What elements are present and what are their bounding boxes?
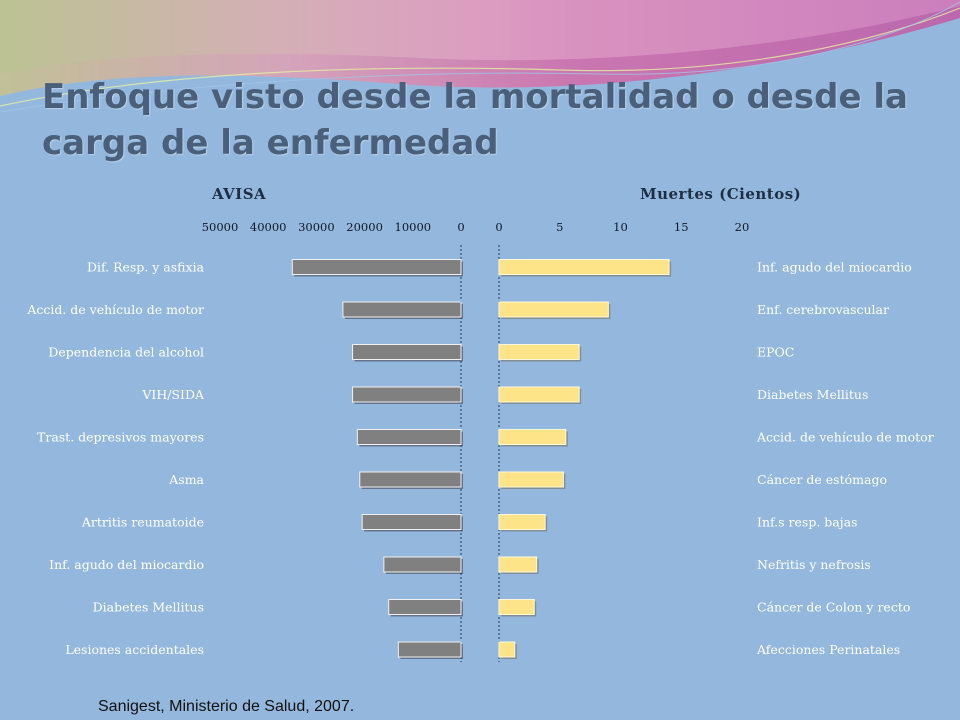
right-category-label: Nefritis y nefrosis [757,557,871,572]
right-tick-label: 0 [495,220,502,234]
right-category-label: Cáncer de Colon y recto [757,600,910,615]
left-category-label: Inf. agudo del miocardio [49,557,204,572]
left-bar [383,556,462,573]
left-category-label: Asma [168,472,204,487]
left-bar [397,641,462,658]
right-bar [498,641,516,658]
left-category-label: Diabetes Mellitus [93,600,204,615]
right-category-label: Enf. cerebrovascular [757,302,889,317]
left-bar [352,386,462,403]
left-bar [291,259,462,275]
left-bar [359,471,462,488]
left-chart-title: AVISA [212,185,267,203]
left-category-label: Accid. de vehículo de motor [26,302,204,317]
right-bar [498,599,535,615]
left-tick-label: 40000 [250,220,287,234]
left-bar [361,514,462,530]
right-bar [498,344,580,360]
right-bar [498,386,580,403]
left-tick-label: 30000 [298,220,335,234]
right-chart-title: Muertes (Cientos) [640,185,802,203]
right-bar [498,301,609,318]
right-category-label: Cáncer de estómago [757,472,887,487]
right-tick-label: 15 [674,220,689,234]
left-bar [356,429,462,445]
left-category-label: Dif. Resp. y asfixia [87,260,205,275]
right-bar [498,471,564,488]
left-category-label: Dependencia del alcohol [48,345,204,360]
left-category-label: VIH/SIDA [141,387,205,402]
left-category-label: Artritis reumatoide [81,515,204,530]
left-category-label: Trast. depresivos mayores [37,430,204,445]
left-bar [388,599,462,615]
right-tick-label: 20 [735,220,750,234]
left-bar [352,344,462,360]
right-category-label: Afecciones Perinatales [756,642,900,657]
right-category-label: Inf.s resp. bajas [757,515,857,530]
right-bar [498,514,546,530]
left-tick-label: 0 [457,220,464,234]
left-tick-label: 10000 [395,220,432,234]
right-category-label: EPOC [757,345,794,360]
left-tick-label: 20000 [346,220,383,234]
slide-title: Enfoque visto desde la mortalidad o desd… [42,77,909,163]
right-bar [498,429,567,445]
left-tick-label: 50000 [202,220,239,234]
right-tick-label: 5 [556,220,563,234]
right-tick-label: 10 [613,220,628,234]
right-category-label: Diabetes Mellitus [757,387,868,402]
left-bar [342,301,462,318]
right-category-label: Accid. de vehículo de motor [756,430,934,445]
right-bar [498,556,538,573]
right-bar [498,259,670,275]
left-category-label: Lesiones accidentales [65,642,204,657]
source-citation: Sanigest, Ministerio de Salud, 2007. [98,698,355,715]
right-category-label: Inf. agudo del miocardio [757,260,912,275]
